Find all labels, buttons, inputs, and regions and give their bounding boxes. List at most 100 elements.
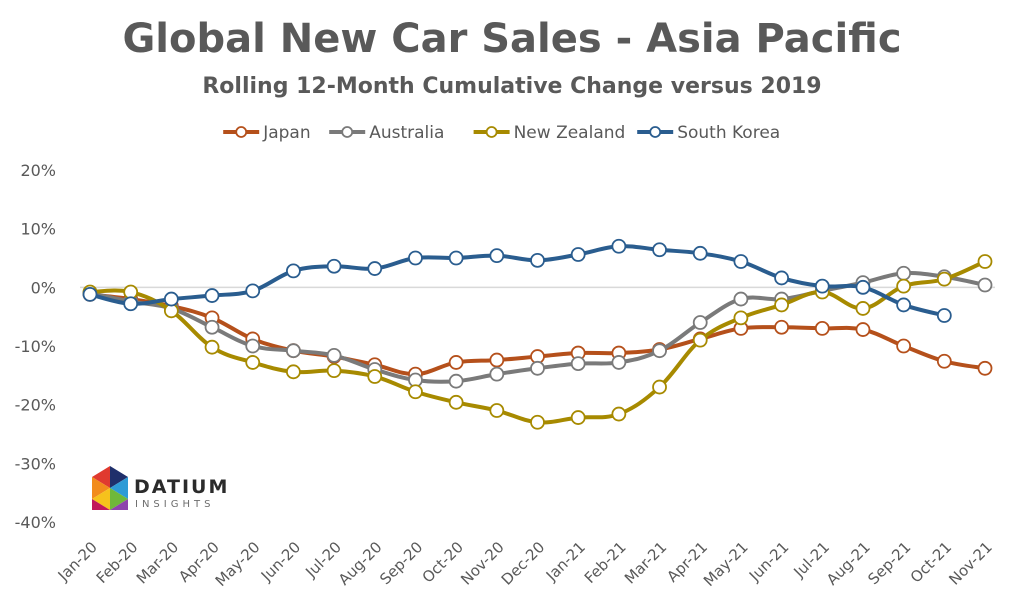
data-point-australia [245,338,261,354]
data-point-new-zealand [774,297,789,313]
data-point-south-korea [286,263,301,279]
data-point-new-zealand [611,406,627,422]
legend-label-south-korea: South Korea [677,123,780,143]
data-point-south-korea [896,297,912,313]
data-point-australia [570,356,586,372]
data-point-new-zealand [855,301,871,316]
data-point-japan [489,352,505,368]
data-point-japan [448,355,464,370]
data-point-new-zealand [448,394,464,410]
data-point-japan [977,360,993,376]
data-point-south-korea [82,286,98,302]
data-point-japan [936,353,952,369]
data-point-new-zealand [733,310,749,326]
x-tick-label: May-20 [212,538,264,590]
data-point-south-korea [123,296,139,312]
x-tick-label: Mar-21 [621,538,670,587]
data-point-australia [204,319,220,335]
x-tick-label: Mar-20 [133,538,182,587]
data-point-south-korea [692,245,708,261]
series-line-south-korea [88,244,947,318]
x-tick-label: Aug-21 [823,538,874,589]
x-tick-label: Jun-21 [745,538,792,585]
data-point-new-zealand [977,254,993,269]
legend-swatch-marker [485,126,498,138]
y-axis: 20% 10% 0% -10% -20% -30% -40% [15,161,56,532]
data-point-south-korea [530,252,545,268]
legend-label-japan: Japan [262,123,310,143]
data-point-new-zealand [570,410,586,425]
data-point-australia [977,277,993,293]
logo-wordmark: DATIUM [134,476,230,498]
y-tick-label: 10% [20,220,56,239]
x-tick-label: Dec-20 [498,538,549,589]
data-point-new-zealand [530,414,545,430]
data-point-australia [530,360,545,376]
data-point-south-korea [448,250,464,266]
data-point-south-korea [774,270,789,286]
x-axis: Jan-20Feb-20Mar-20Apr-20May-20Jun-20Jul-… [54,538,996,590]
data-point-new-zealand [896,278,912,294]
data-point-south-korea [245,283,261,299]
data-point-australia [448,373,464,389]
x-tick-label: Jan-20 [54,538,101,585]
x-tick-label: Jan-21 [542,538,589,585]
legend-label-australia: Australia [369,123,444,143]
data-point-south-korea [367,261,383,276]
data-point-south-korea [936,308,952,323]
legend: Japan Australia New Zealand South Korea [223,123,780,143]
data-point-new-zealand [367,369,383,384]
data-point-australia [489,366,505,382]
y-tick-label: 20% [20,161,56,180]
data-point-new-zealand [286,364,301,380]
x-tick-label: Aug-20 [335,538,386,589]
data-point-south-korea [204,288,220,303]
data-point-australia [611,355,627,370]
y-tick-label: -20% [15,396,56,415]
legend-swatch-marker [341,126,354,138]
data-point-australia [896,265,912,281]
chart-subtitle: Rolling 12-Month Cumulative Change versu… [202,74,822,99]
data-point-south-korea [733,254,749,269]
data-point-new-zealand [326,363,342,379]
x-tick-label: Sep-20 [376,538,426,588]
x-tick-label: Feb-20 [93,538,142,587]
data-point-new-zealand [652,379,667,395]
x-tick-label: May-21 [700,538,752,590]
data-point-new-zealand [245,355,261,370]
datium-logo-icon [92,466,128,510]
legend-label-new-zealand: New Zealand [514,123,626,143]
legend-swatch-marker [649,126,662,138]
legend-swatch-marker [235,126,248,138]
data-point-south-korea [611,238,627,254]
plot-area [82,238,993,430]
y-tick-label: -10% [15,337,56,356]
x-tick-label: Nov-20 [457,538,507,588]
datium-logo: DATIUM INSIGHTS [88,464,248,524]
logo-subtitle: INSIGHTS [135,499,215,510]
data-point-south-korea [652,242,667,258]
data-point-south-korea [814,278,830,294]
data-point-new-zealand [204,339,220,355]
data-point-australia [692,315,708,330]
x-tick-label: Jun-20 [257,538,304,585]
data-point-south-korea [570,247,586,262]
data-point-south-korea [326,258,342,274]
data-point-japan [855,322,871,337]
data-point-south-korea [408,250,423,266]
data-point-south-korea [163,291,179,307]
y-tick-label: -40% [15,513,56,532]
data-point-south-korea [855,279,871,295]
data-point-japan [774,319,789,335]
data-point-australia [652,343,667,359]
data-point-south-korea [489,248,505,264]
data-point-australia [286,343,301,359]
x-tick-label: Nov-21 [945,538,995,588]
data-point-japan [896,338,912,354]
data-point-new-zealand [936,271,952,287]
y-tick-label: -30% [15,454,56,473]
data-point-australia [326,347,342,363]
chart-title: Global New Car Sales - Asia Pacific [122,16,902,62]
data-point-japan [814,320,830,336]
